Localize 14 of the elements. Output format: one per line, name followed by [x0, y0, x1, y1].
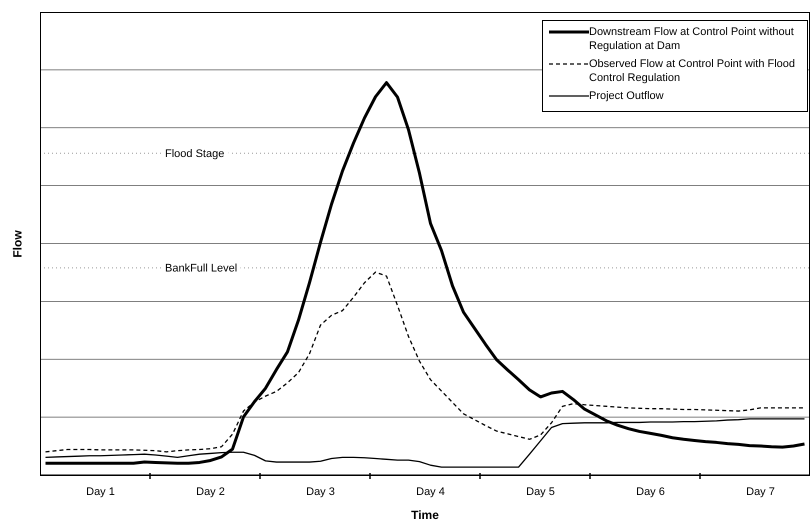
x-tick-label: Day 5: [526, 486, 555, 498]
y-axis-title: Flow: [11, 230, 26, 258]
x-tick-label: Day 2: [196, 486, 225, 498]
ref-line-label: Flood Stage: [165, 148, 224, 160]
x-tick-label: Day 4: [416, 486, 445, 498]
x-tick-label: Day 3: [306, 486, 335, 498]
legend-label: Project Outflow: [589, 89, 664, 103]
x-axis-title: Time: [411, 508, 440, 521]
ref-line-label: BankFull Level: [165, 262, 238, 275]
legend-label: Observed Flow at Control Point with Flood Control Regulation: [589, 57, 796, 85]
x-tick-label: Day 6: [636, 486, 665, 498]
x-tick-label: Day 1: [86, 486, 115, 498]
x-tick-label: Day 7: [746, 486, 775, 498]
legend-label: Downstream Flow at Control Point without Regulation at Dam: [589, 25, 795, 53]
